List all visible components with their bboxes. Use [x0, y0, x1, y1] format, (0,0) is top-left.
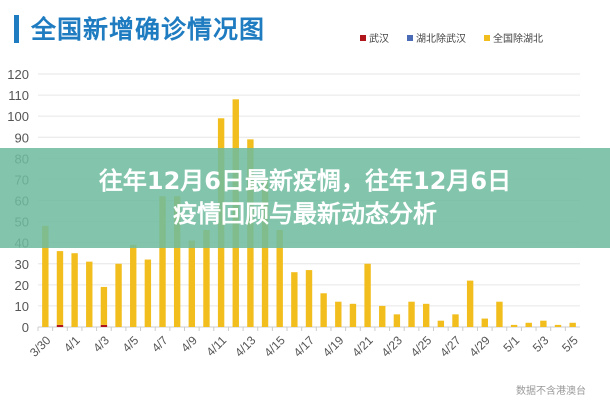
y-tick-label: 10	[15, 299, 29, 314]
legend-item-wuhan: 武汉	[360, 30, 389, 45]
legend-item-national: 全国除湖北	[484, 30, 543, 45]
bar	[364, 263, 371, 327]
y-tick-label: 90	[15, 130, 29, 145]
bar	[100, 324, 108, 327]
bar	[569, 322, 576, 327]
x-tick-label: 3/30	[27, 333, 54, 360]
bar	[525, 322, 532, 327]
bar	[335, 301, 342, 327]
bar	[466, 280, 474, 327]
bar	[71, 253, 78, 327]
x-tick-label: 4/19	[320, 333, 347, 360]
x-tick-label: 5/5	[559, 333, 581, 355]
x-tick-label: 4/25	[408, 333, 435, 360]
bar	[408, 301, 415, 327]
bar	[100, 286, 108, 325]
x-tick-label: 5/3	[530, 333, 552, 355]
legend-swatch	[407, 34, 413, 41]
bar	[130, 244, 137, 327]
x-tick-label: 4/1	[61, 333, 83, 355]
y-tick-label: 0	[22, 320, 29, 335]
x-tick-label: 4/23	[379, 333, 406, 360]
chart-title: 全国新增确诊情况图	[31, 15, 266, 44]
bar	[554, 324, 562, 327]
title-accent-bar	[14, 15, 19, 43]
y-tick-label: 20	[15, 278, 29, 293]
bar	[159, 196, 166, 327]
bar	[540, 320, 547, 327]
bar	[42, 225, 49, 327]
x-tick-label: 4/29	[466, 333, 493, 360]
bar	[144, 259, 152, 327]
bar	[481, 318, 488, 327]
x-tick-label: 4/11	[203, 333, 229, 359]
bar	[452, 314, 459, 327]
headline-banner: 往年12月6日最新疫惆，往年12月6日 疫情回顾与最新动态分析	[0, 148, 610, 248]
bar	[320, 293, 327, 327]
bar	[203, 230, 210, 327]
bar	[305, 270, 313, 327]
bar	[349, 303, 357, 327]
y-tick-label: 100	[7, 109, 29, 124]
x-tick-label: 4/13	[232, 333, 259, 360]
bar	[188, 240, 196, 327]
x-tick-label: 4/27	[437, 333, 464, 360]
legend-swatch	[484, 34, 490, 41]
bar	[379, 305, 386, 327]
x-tick-label: 4/5	[120, 333, 142, 355]
x-tick-label: 4/21	[349, 333, 376, 360]
bar	[115, 263, 122, 327]
bar	[437, 320, 445, 327]
x-tick-label: 4/17	[291, 333, 318, 360]
bar	[56, 251, 64, 325]
source-note: 数据不含港澳台	[516, 386, 586, 397]
bar	[276, 230, 283, 327]
x-tick-label: 4/15	[261, 333, 288, 360]
x-tick-label: 5/1	[501, 333, 523, 355]
x-tick-label: 4/9	[178, 333, 200, 355]
bar	[422, 303, 430, 327]
x-tick-label: 4/3	[90, 333, 112, 355]
legend-swatch	[360, 34, 366, 41]
bar	[496, 301, 503, 327]
y-tick-label: 110	[8, 88, 29, 103]
bar	[393, 314, 401, 327]
legend: 武汉 湖北除武汉 全国除湖北	[360, 30, 543, 45]
bar	[291, 272, 298, 327]
headline-line-1: 往年12月6日最新疫惆，往年12月6日	[98, 167, 512, 195]
x-tick-label: 4/7	[149, 333, 171, 355]
headline-line-2: 疫情回顾与最新动态分析	[173, 200, 437, 228]
y-tick-label: 120	[7, 67, 29, 82]
bar	[261, 179, 269, 327]
bar	[56, 324, 64, 327]
legend-item-hubei: 湖北除武汉	[407, 30, 466, 45]
bar	[510, 324, 518, 327]
bar	[173, 196, 181, 327]
bar	[86, 261, 93, 327]
y-tick-label: 30	[15, 257, 29, 272]
